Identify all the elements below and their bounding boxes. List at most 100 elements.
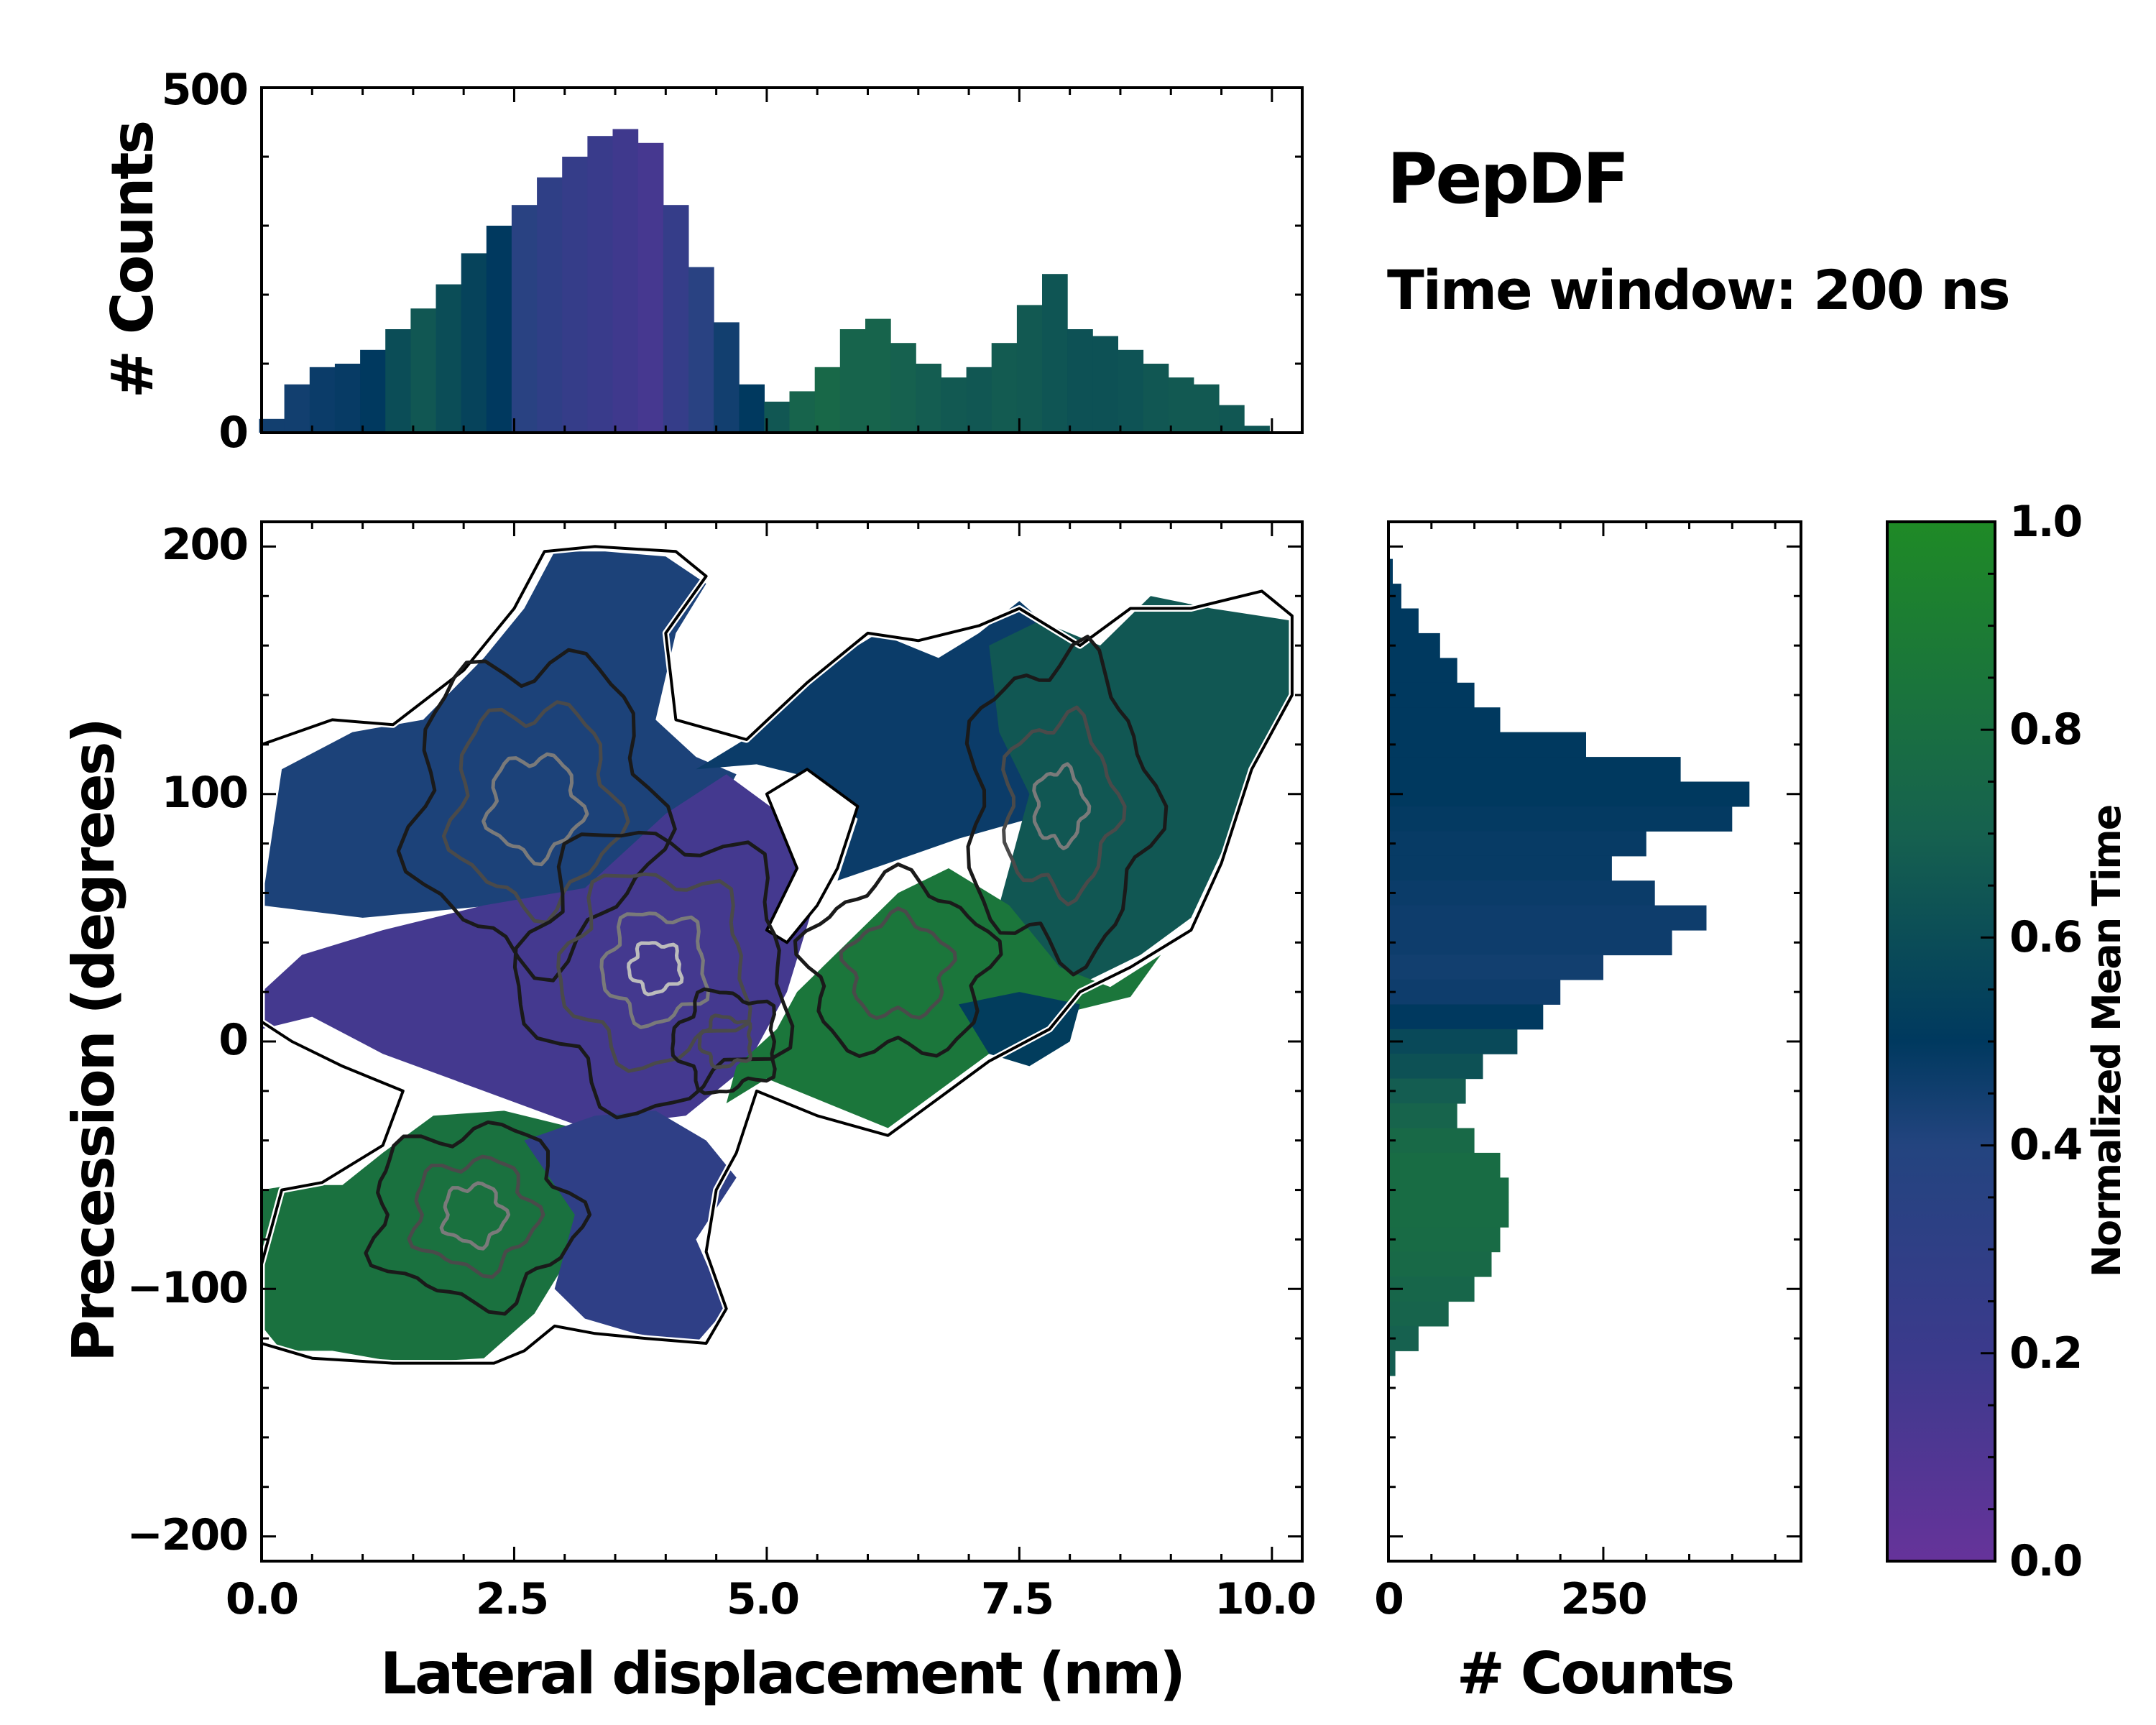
right-hist-bar (1388, 1251, 1492, 1277)
colorbar-tick-0.2: 0.2 (2009, 1328, 2081, 1379)
heatmap-region (262, 1110, 595, 1363)
right-hist-bar (1388, 781, 1750, 807)
colorbar-ticks (1981, 520, 1995, 1563)
contour-line (512, 830, 795, 1120)
right-hist-xtick-250: 250 (1560, 1574, 1646, 1624)
contour-line (697, 1013, 752, 1070)
right-hist-bar (1388, 632, 1440, 658)
right-hist-bar (1388, 1078, 1466, 1104)
top-hist-bar (890, 343, 916, 433)
top-hist-bar (587, 136, 614, 433)
top-hist-ytick-0: 0 (218, 408, 247, 458)
occupancy-outline (262, 545, 1294, 1365)
top-hist-bar (966, 367, 992, 433)
contour-line (793, 862, 1003, 1058)
right-hist-bar (1388, 707, 1501, 733)
right-hist-bar (1388, 930, 1672, 956)
contour-line (599, 911, 711, 1029)
right-histogram-ticks (1387, 522, 1801, 1561)
top-hist-bar (486, 226, 512, 433)
heatmap-region (524, 1110, 737, 1343)
top-histogram-bars (259, 129, 1295, 433)
contour-line (839, 906, 957, 1020)
top-hist-bar (1092, 336, 1118, 433)
top-hist-bar (991, 343, 1018, 433)
xtick-10.0: 10.0 (1215, 1574, 1315, 1624)
top-hist-bar (436, 284, 462, 433)
contour-line (364, 1120, 592, 1316)
top-hist-bar (309, 367, 336, 433)
heatmap-region (262, 774, 818, 1128)
density-contours (364, 635, 1169, 1316)
right-hist-bar (1388, 831, 1646, 857)
contour-line (627, 941, 684, 997)
top-hist-bar (1168, 377, 1194, 433)
top-hist-ylabel: # Counts (99, 122, 166, 398)
top-hist-bar (360, 349, 386, 433)
main-panel: 0.0 2.5 5.0 7.5 10.0 200 100 0 −100 −200… (60, 520, 1317, 1707)
right-hist-xlabel: # Counts (1457, 1640, 1733, 1707)
top-hist-bar (764, 401, 791, 433)
ytick-100: 100 (162, 768, 247, 818)
top-hist-bar (1219, 405, 1245, 433)
colorbar-tick-0.6: 0.6 (2009, 912, 2081, 962)
xtick-5.0: 5.0 (727, 1574, 798, 1624)
colorbar-tick-1.0: 1.0 (2009, 497, 2081, 547)
y-axis-label: Precession (degrees) (60, 719, 127, 1362)
contour-line (407, 1154, 545, 1279)
heatmap-region (696, 601, 1090, 881)
right-hist-bar (1388, 1004, 1544, 1030)
top-hist-bar (714, 322, 740, 433)
ytick-200: 200 (162, 520, 247, 570)
top-histogram-ticks (260, 86, 1302, 434)
heatmap-region (959, 992, 1080, 1067)
right-hist-bar (1388, 1301, 1449, 1327)
right-hist-bar (1388, 1103, 1457, 1129)
contour-line (482, 752, 589, 867)
right-hist-bar (1388, 806, 1733, 832)
top-hist-bar (941, 377, 967, 433)
right-hist-bar (1388, 558, 1393, 584)
right-hist-bar (1388, 880, 1655, 906)
contour-line (964, 635, 1169, 977)
right-hist-bar (1388, 1227, 1501, 1253)
top-hist-bar (461, 253, 487, 433)
right-hist-bar (1388, 1152, 1501, 1178)
xtick-0: 0.0 (226, 1574, 298, 1624)
heatmap-region (989, 596, 1292, 993)
heatmap-region (262, 551, 737, 918)
right-hist-bar (1388, 979, 1561, 1005)
top-hist-bar (511, 205, 538, 433)
top-hist-bar (1143, 364, 1169, 433)
right-hist-bar (1388, 1054, 1483, 1080)
top-hist-bar (1042, 274, 1068, 433)
right-hist-bar (1388, 658, 1457, 684)
top-hist-bar (562, 157, 588, 433)
top-hist-bar (284, 384, 310, 433)
xtick-7.5: 7.5 (981, 1574, 1053, 1624)
right-hist-bar (1388, 954, 1603, 980)
contour-line (1032, 762, 1092, 850)
top-hist-bar (814, 367, 841, 433)
top-hist-bar (612, 129, 639, 433)
right-hist-bar (1388, 732, 1586, 758)
xtick-2.5: 2.5 (476, 1574, 548, 1624)
x-axis-label: Lateral displacement (nm) (380, 1640, 1184, 1707)
main-ticks (260, 522, 1302, 1561)
top-hist-bar (663, 205, 689, 433)
contour-line (441, 700, 630, 924)
top-hist-bar (1118, 349, 1144, 433)
top-hist-bar (1067, 329, 1093, 433)
right-hist-bar (1388, 1029, 1518, 1054)
contour-line (1001, 705, 1127, 906)
top-hist-bar (1016, 305, 1043, 433)
right-hist-bar (1388, 1177, 1509, 1203)
contour-line (556, 872, 752, 1073)
top-hist-bar (1244, 426, 1270, 433)
top-histogram-panel: 500 0 # Counts (99, 65, 1304, 458)
colorbar-tick-0.4: 0.4 (2009, 1120, 2081, 1170)
top-hist-bar (739, 384, 765, 433)
figure-title: PepDF (1387, 139, 1627, 219)
top-hist-bar (334, 364, 361, 433)
